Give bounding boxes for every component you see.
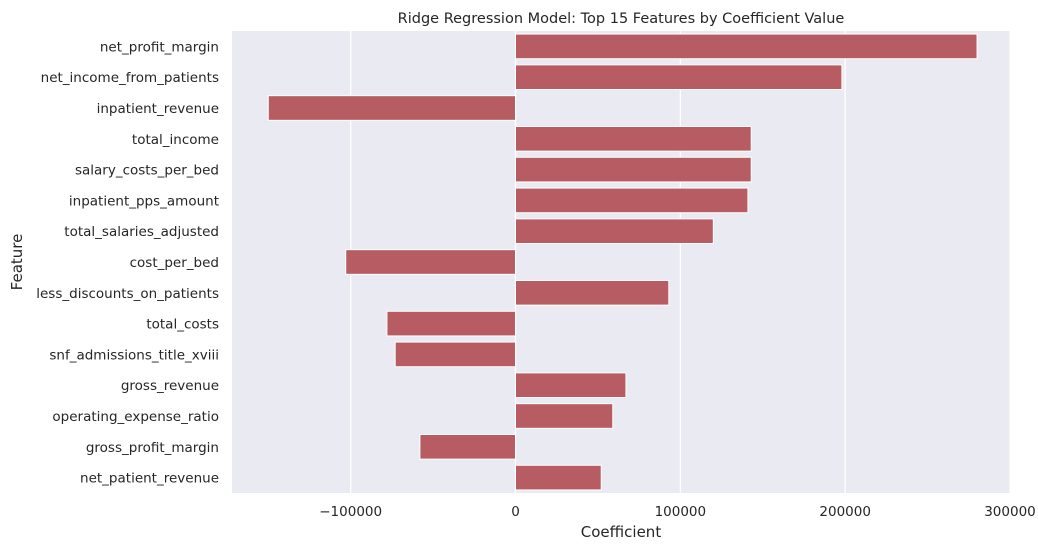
x-tick-label: 100000 bbox=[655, 504, 707, 520]
bar-inpatient-revenue bbox=[267, 95, 517, 121]
y-tick-label: gross_revenue bbox=[121, 378, 219, 394]
y-tick-label: less_discounts_on_patients bbox=[36, 286, 219, 302]
bar-net-patient-revenue bbox=[515, 464, 602, 491]
x-tick-label: 200000 bbox=[819, 504, 871, 520]
y-tick-labels: net_profit_margin net_income_from_patient… bbox=[36, 39, 219, 486]
y-tick-label: inpatient_revenue bbox=[97, 101, 219, 117]
bar-total-income bbox=[515, 125, 752, 152]
bar-snf-admissions-title-xviii bbox=[394, 341, 517, 368]
y-tick-label: operating_expense_ratio bbox=[52, 409, 219, 425]
bar-gross-profit-margin bbox=[419, 433, 517, 460]
y-tick-label: total_income bbox=[132, 132, 219, 148]
y-tick-label: cost_per_bed bbox=[130, 255, 219, 271]
x-axis-label: Coefficient bbox=[581, 523, 662, 541]
bar-cost-per-bed bbox=[345, 249, 517, 275]
x-tick-label: −100000 bbox=[319, 504, 382, 520]
y-tick-label: inpatient_pps_amount bbox=[69, 193, 219, 209]
y-tick-label: snf_admissions_title_xviii bbox=[49, 347, 219, 363]
y-tick-label: gross_profit_margin bbox=[86, 440, 219, 456]
bar-less-discounts-on-patients bbox=[515, 279, 670, 306]
y-tick-label: net_income_from_patients bbox=[41, 70, 219, 86]
bar-operating-expense-ratio bbox=[515, 403, 614, 429]
y-tick-label: total_salaries_adjusted bbox=[64, 224, 219, 240]
bar-inpatient-pps-amount bbox=[515, 187, 749, 214]
bar-total-costs bbox=[386, 310, 517, 337]
bar-total-salaries-adjusted bbox=[515, 218, 714, 245]
bar-net-profit-margin bbox=[515, 33, 978, 60]
bar-layer bbox=[267, 33, 978, 491]
x-tick-label: 300000 bbox=[984, 504, 1036, 520]
x-tick-label: 0 bbox=[511, 504, 520, 520]
y-tick-label: net_profit_margin bbox=[100, 39, 219, 55]
y-tick-label: net_patient_revenue bbox=[80, 471, 219, 487]
x-tick-labels: −100000 0 100000 200000 300000 bbox=[319, 504, 1036, 520]
bar-salary-costs-per-bed bbox=[515, 156, 752, 183]
bar-gross-revenue bbox=[515, 372, 627, 399]
bar-net-income-from-patients bbox=[515, 64, 843, 91]
chart-title: Ridge Regression Model: Top 15 Features … bbox=[398, 11, 845, 27]
y-axis-label: Feature bbox=[8, 234, 26, 291]
y-tick-label: salary_costs_per_bed bbox=[75, 163, 219, 179]
y-tick-label: total_costs bbox=[146, 317, 219, 333]
